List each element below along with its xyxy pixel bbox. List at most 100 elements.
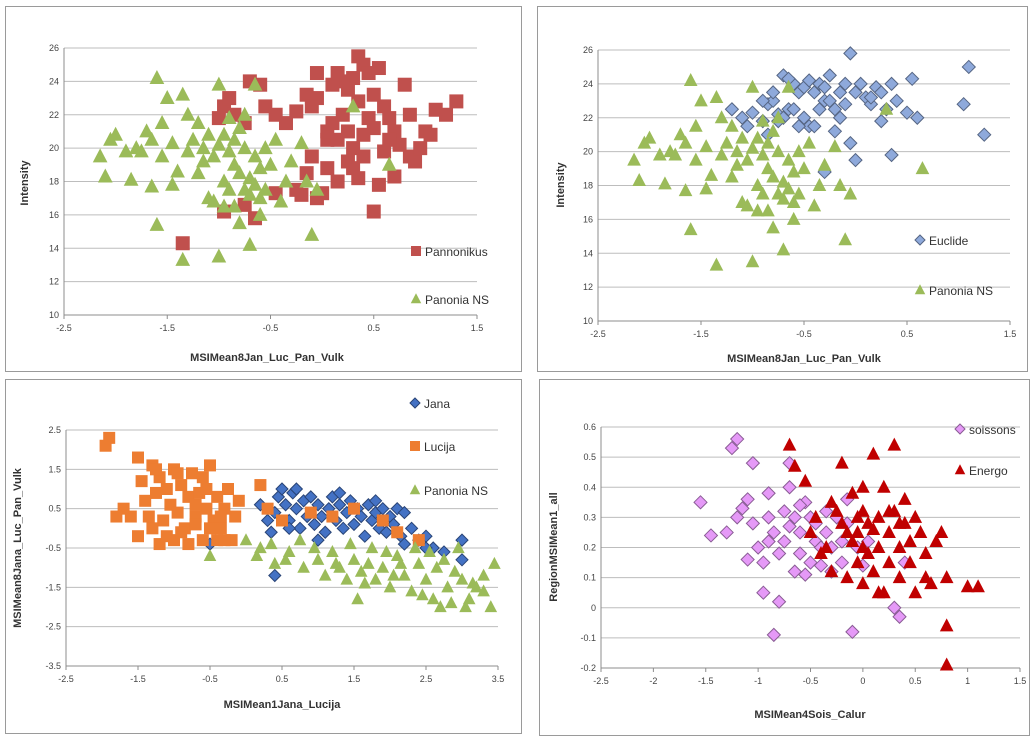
data-point [268,556,282,569]
data-point [293,533,307,546]
data-point [771,110,786,124]
y-axis-title: RegionMSIMean1_all [548,492,560,601]
data-point [261,502,274,515]
data-point [730,144,744,158]
y-tick-label: 18 [49,177,59,187]
y-tick-label: 0.5 [48,504,61,514]
data-point [766,169,780,183]
data-point [366,87,381,102]
legend-entry: Panonia NS [914,284,993,298]
y-tick-label: 0.4 [583,482,596,492]
data-point [309,181,325,196]
data-point [892,570,907,584]
data-point [216,173,232,188]
data-point [835,455,849,469]
legend-entry: Panonia NS [409,484,488,498]
y-tick-label: -1.5 [45,582,61,592]
data-point [204,522,216,535]
data-point [326,510,339,523]
data-point [371,61,386,76]
legend-label: Panonia NS [425,293,489,307]
data-point [817,157,832,171]
data-point [853,76,868,92]
y-axis-title: MSIMean8Jana_Luc_Pan_Vulk [12,467,24,628]
y-tick-label: 0 [591,603,596,613]
data-point [771,186,786,200]
data-point [813,558,829,573]
data-point [782,437,797,451]
data-point [819,540,834,554]
data-point [154,148,170,163]
y-tick-label: 10 [49,310,59,320]
data-point [382,132,397,147]
data-point [822,68,837,83]
data-point [278,116,293,131]
data-point [678,135,693,149]
data-point [304,490,318,504]
data-point [848,152,863,168]
data-point [866,564,881,578]
data-point [745,105,760,120]
data-point [812,178,827,192]
series-jana [203,482,469,583]
data-point [840,524,854,538]
data-point [186,467,198,480]
data-point [632,172,647,186]
data-point [320,161,335,176]
data-point [787,458,802,472]
data-point [108,126,123,141]
x-tick-label: 1.5 [1014,676,1027,686]
data-point [369,572,382,585]
data-point [201,126,216,141]
data-point [218,502,231,515]
y-tick-label: 22 [49,110,59,120]
data-point [798,567,813,582]
data-point [309,91,324,106]
data-point [755,113,770,127]
data-point [740,119,755,134]
data-point [834,534,850,549]
data-point [884,147,899,163]
data-point [694,93,708,107]
data-point [477,584,490,597]
data-point [889,93,904,109]
data-point [439,107,454,122]
x-tick-label: 3.5 [492,674,505,684]
legend-label: Pannonikus [425,245,488,259]
data-point [766,123,780,137]
y-tick-label: 0.1 [583,573,596,583]
data-point [856,479,870,493]
x-axis-title: MSIMean1Jana_Lucija [224,699,342,711]
data-point [798,473,813,487]
data-point [699,139,713,153]
data-point [755,186,770,200]
data-point [237,181,253,196]
data-point [803,524,818,538]
data-point [397,537,412,551]
data-point [761,486,776,501]
y-tick-label: 22 [583,113,593,123]
data-point [750,178,765,192]
data-point [175,251,191,266]
data-point [735,130,750,144]
data-point [939,657,954,671]
data-point [807,198,822,212]
data-point [135,475,148,488]
data-point [908,509,923,523]
data-point [336,521,350,536]
data-point [792,498,808,513]
data-point [294,135,309,150]
data-point [189,518,202,531]
data-point [371,177,386,192]
x-tick-label: -0.5 [263,323,279,333]
series-panonia-ns [92,69,397,266]
data-point [311,552,325,565]
data-point [232,494,245,507]
data-point [232,165,247,180]
legend-marker [409,484,421,495]
data-point [709,257,724,271]
data-point [216,126,232,141]
data-point [843,135,858,151]
data-point [714,110,729,124]
data-point [787,510,802,525]
